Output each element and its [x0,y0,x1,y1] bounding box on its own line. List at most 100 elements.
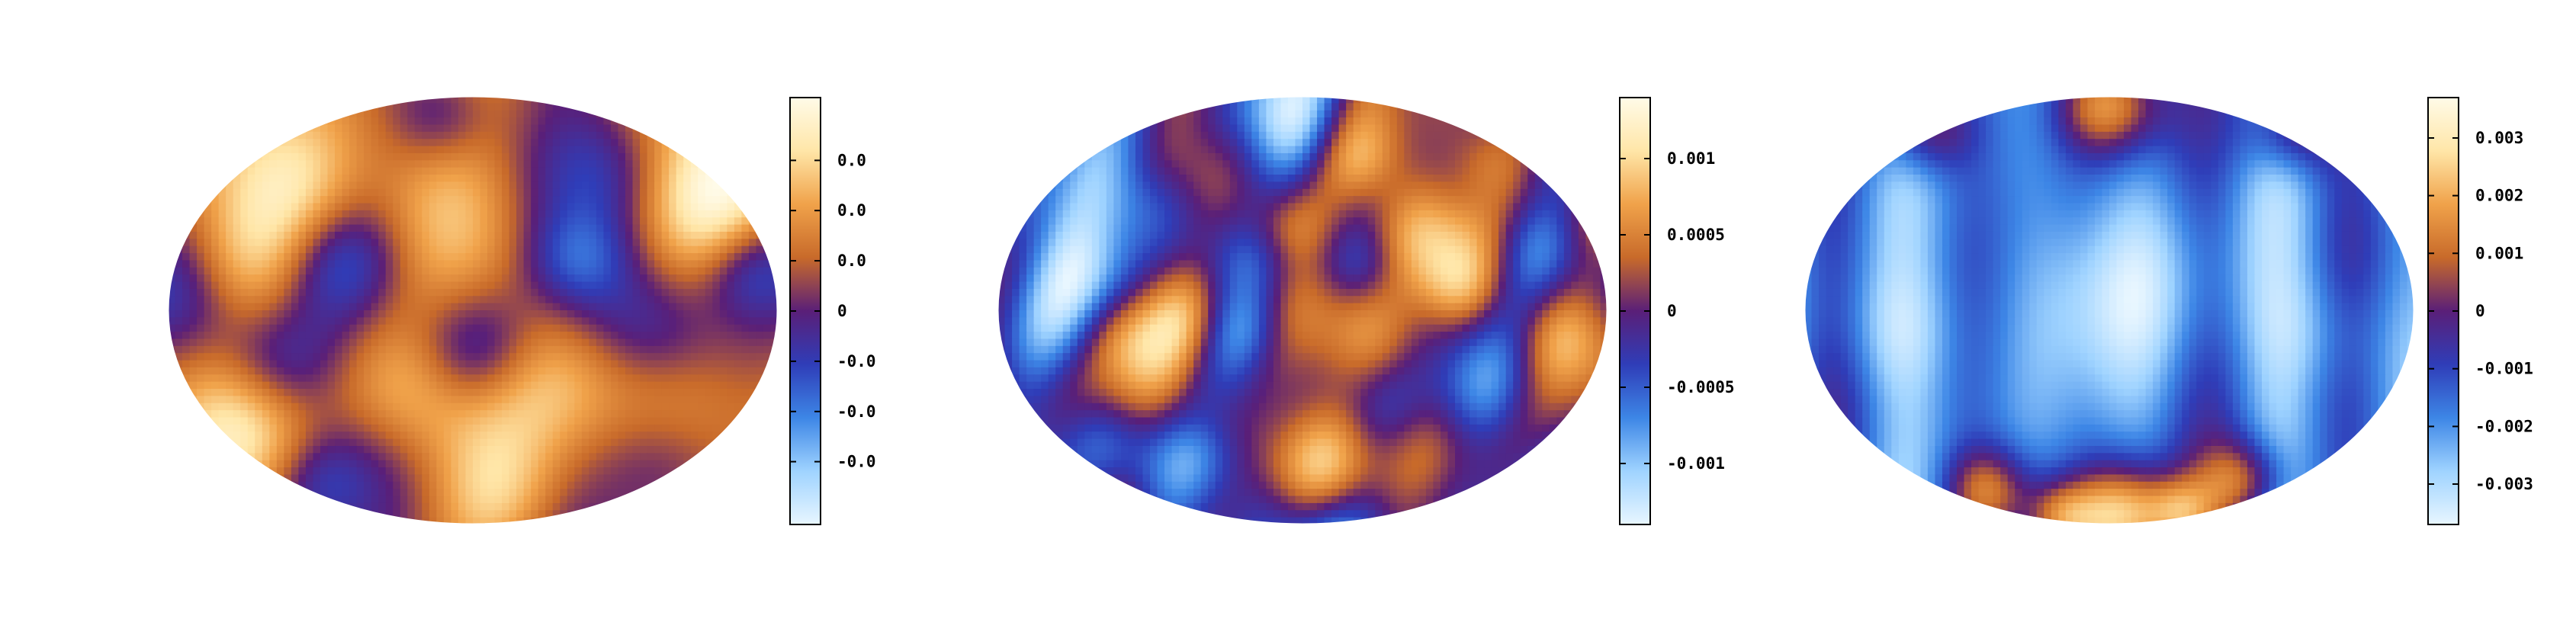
map-cell [647,502,655,512]
map-cell [305,239,314,247]
map-cell [669,303,677,311]
map-cell [763,310,772,319]
map-cell [436,267,445,276]
map-cell [603,203,612,211]
map-cell [705,131,714,140]
map-cell [305,210,314,219]
map-cell [683,424,692,433]
map-cell [509,260,518,268]
map-cell [422,96,430,104]
map-cell [618,389,626,397]
map-cell [320,203,329,211]
map-cell [175,381,183,390]
map-cell [494,338,503,347]
map-cell [567,146,576,154]
map-cell [255,303,263,311]
map-cell [204,245,213,254]
map-cell [487,124,496,133]
map-cell [741,124,750,133]
map-cell [654,245,663,254]
map-cell [502,217,510,226]
map-cell [189,296,198,304]
map-cell [385,474,394,483]
map-cell [393,389,401,397]
map-cell [705,374,714,383]
map-cell [400,181,409,190]
map-cell [458,338,467,347]
map-cell [342,367,350,376]
map-cell [298,360,307,368]
map-cell [320,445,329,454]
map-cell [175,210,183,219]
map-cell [429,353,438,361]
map-cell [218,417,227,425]
map-cell [247,274,256,283]
map-cell [480,175,488,183]
map-cell [371,410,380,419]
map-cell [473,453,481,461]
map-cell [407,288,416,297]
map-cell [393,210,401,219]
map-cell [581,260,590,268]
map-cell [480,332,488,340]
map-cell [189,345,198,354]
map-cell [770,381,778,390]
map-cell [168,103,176,111]
map-cell [342,253,350,261]
map-cell [218,489,227,497]
map-cell [690,396,699,404]
map-cell [422,253,430,261]
map-cell [349,296,358,304]
map-cell [560,324,568,332]
map-cell [589,460,597,468]
map-cell [734,303,743,311]
map-cell [175,175,183,183]
map-cell [211,167,220,175]
map-cell [168,417,176,425]
map-cell [168,324,176,332]
map-cell [705,317,714,326]
map-cell [516,139,525,147]
map-cell [523,245,532,254]
map-cell [175,389,183,397]
map-cell [451,424,459,433]
map-cell [349,124,358,133]
map-cell [291,374,300,383]
map-cell [552,332,561,340]
map-cell [320,417,329,425]
map-cell [545,403,554,412]
map-cell [473,253,481,261]
map-cell [625,445,634,454]
map-cell [748,467,757,476]
map-cell [770,489,778,497]
map-cell [233,332,242,340]
map-cell [226,324,234,332]
map-cell [226,510,234,518]
map-cell [465,124,474,133]
map-cell [168,310,176,319]
map-cell [683,510,692,518]
map-cell [313,196,321,204]
map-cell [320,353,329,361]
map-cell [748,481,757,490]
map-cell [647,496,655,504]
map-cell [676,267,685,276]
map-cell [226,317,234,326]
map-cell [189,453,198,461]
map-cell [393,296,401,304]
map-cell [719,103,728,111]
map-cell [291,146,300,154]
map-cell [342,489,350,497]
map-cell [473,324,481,332]
map-cell [291,110,300,118]
map-cell [516,310,525,319]
map-cell [204,353,213,361]
map-cell [378,438,387,447]
map-cell [233,96,242,104]
map-cell [218,424,227,433]
map-cell [589,438,597,447]
map-cell [342,160,350,168]
map-cell [538,338,547,347]
map-cell [305,381,314,390]
map-cell [378,417,387,425]
